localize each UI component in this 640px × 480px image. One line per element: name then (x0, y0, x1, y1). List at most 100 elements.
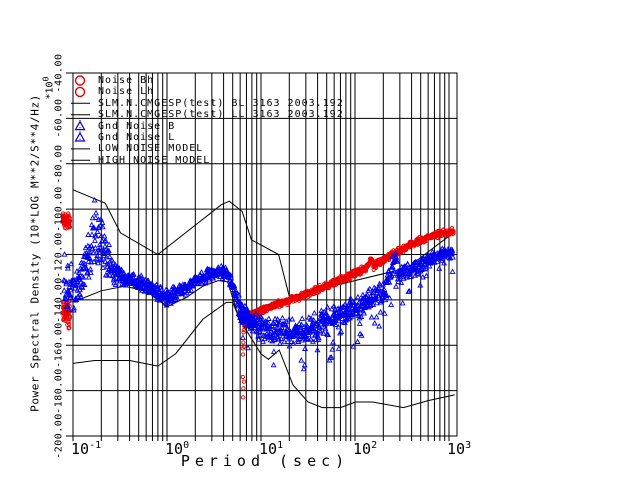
data-marker-triangle (325, 331, 332, 338)
legend-entry-low-noise-model: LOW NOISE MODEL (98, 143, 204, 155)
data-marker-triangle (354, 338, 361, 344)
data-marker-triangle (294, 323, 301, 329)
data-marker-triangle (268, 332, 275, 339)
data-marker-triangle (87, 269, 94, 276)
data-marker-triangle (333, 314, 339, 320)
data-marker-triangle (286, 342, 293, 349)
data-marker-triangle (381, 310, 388, 316)
data-marker-triangle (77, 293, 84, 300)
data-marker-triangle (99, 237, 106, 244)
data-marker-triangle (97, 244, 104, 250)
data-marker-triangle (98, 232, 105, 239)
data-marker-triangle (373, 313, 380, 320)
data-marker-triangle (112, 281, 119, 287)
x-tick-base: 10 (165, 440, 184, 458)
data-marker-triangle (295, 338, 302, 344)
data-marker-triangle (272, 315, 279, 322)
data-marker-triangle (393, 283, 399, 289)
x-tick-label: 103 (447, 440, 471, 458)
data-marker-triangle (198, 280, 205, 286)
data-marker-triangle (305, 314, 312, 320)
data-marker-triangle (299, 315, 306, 321)
data-marker-triangle (241, 306, 248, 312)
data-marker-triangle (373, 299, 380, 306)
data-marker-triangle (94, 252, 101, 259)
data-marker-triangle (449, 254, 456, 260)
data-marker-triangle (366, 285, 373, 292)
data-marker-circle (240, 374, 245, 380)
data-marker-triangle (436, 265, 443, 271)
legend-entry-slm-ll: SLM.N.CMGESP(test) LL 3163 2003.192 (98, 109, 344, 121)
data-marker-triangle (376, 322, 383, 329)
data-marker-triangle (250, 313, 257, 319)
data-marker-triangle (97, 256, 104, 262)
data-marker-triangle (65, 306, 72, 313)
data-marker-triangle (354, 307, 361, 313)
data-marker-triangle (438, 257, 445, 263)
data-marker-triangle (341, 312, 348, 318)
data-marker-circle (240, 352, 246, 357)
x-tick-label: 102 (353, 440, 377, 458)
data-marker-triangle (71, 285, 78, 291)
data-marker-triangle (435, 255, 441, 262)
legend-entry-noise-lh: Noise Lh (98, 86, 155, 98)
data-marker-triangle (379, 280, 386, 287)
data-marker-triangle (314, 346, 321, 353)
data-marker-triangle (84, 268, 91, 275)
data-marker-triangle (301, 361, 308, 368)
data-marker-triangle (251, 324, 258, 331)
data-marker-triangle (348, 311, 355, 318)
data-marker-triangle (426, 262, 433, 269)
legend-entry-gnd-noise-l: Gnd Noise L (98, 132, 176, 143)
data-marker-triangle (399, 269, 406, 276)
legend-entry-gnd-noise-b: Gnd Noise B (98, 120, 176, 132)
legend-marker-circle (74, 86, 86, 98)
data-marker-triangle (315, 334, 322, 341)
data-marker-triangle (389, 253, 395, 260)
data-marker-circle (240, 395, 246, 400)
data-marker-triangle (368, 314, 375, 320)
data-marker-triangle (308, 315, 315, 321)
x-tick-base: 10 (353, 440, 372, 458)
data-marker-triangle (172, 296, 179, 302)
data-marker-triangle (414, 270, 421, 277)
data-marker-triangle (317, 328, 324, 335)
data-marker-triangle (98, 246, 105, 253)
data-marker-triangle (370, 301, 377, 308)
data-marker-triangle (102, 258, 109, 264)
data-marker-triangle (101, 238, 108, 244)
data-marker-triangle (270, 361, 277, 368)
data-marker-circle (241, 379, 247, 384)
data-marker-triangle (393, 258, 400, 264)
data-marker-triangle (363, 303, 370, 310)
data-marker-triangle (305, 335, 311, 342)
data-marker-triangle (270, 348, 277, 354)
data-marker-triangle (296, 320, 303, 326)
data-marker-triangle (386, 294, 393, 301)
data-marker-triangle (79, 284, 86, 290)
data-marker-triangle (160, 289, 166, 295)
data-marker-triangle (254, 328, 261, 335)
data-marker-triangle (71, 277, 78, 283)
data-marker-triangle (281, 338, 288, 344)
data-marker-triangle (406, 287, 413, 294)
data-marker-triangle (277, 340, 283, 347)
data-marker-triangle (102, 271, 109, 278)
data-marker-triangle (85, 258, 92, 264)
data-marker-triangle (233, 290, 240, 296)
data-marker-triangle (197, 271, 204, 278)
data-marker-triangle (260, 338, 266, 344)
data-marker-triangle (106, 253, 113, 260)
data-marker-triangle (152, 283, 159, 289)
data-marker-triangle (332, 321, 339, 327)
data-marker-triangle (330, 302, 337, 309)
data-marker-triangle (86, 243, 93, 250)
data-marker-triangle (100, 264, 106, 270)
data-marker-triangle (105, 247, 112, 254)
data-marker-circle (451, 229, 456, 234)
data-marker-triangle (257, 313, 264, 319)
data-marker-triangle (385, 267, 392, 274)
data-marker-triangle (358, 313, 365, 320)
data-marker-triangle (217, 273, 224, 279)
data-marker-triangle (271, 336, 278, 343)
